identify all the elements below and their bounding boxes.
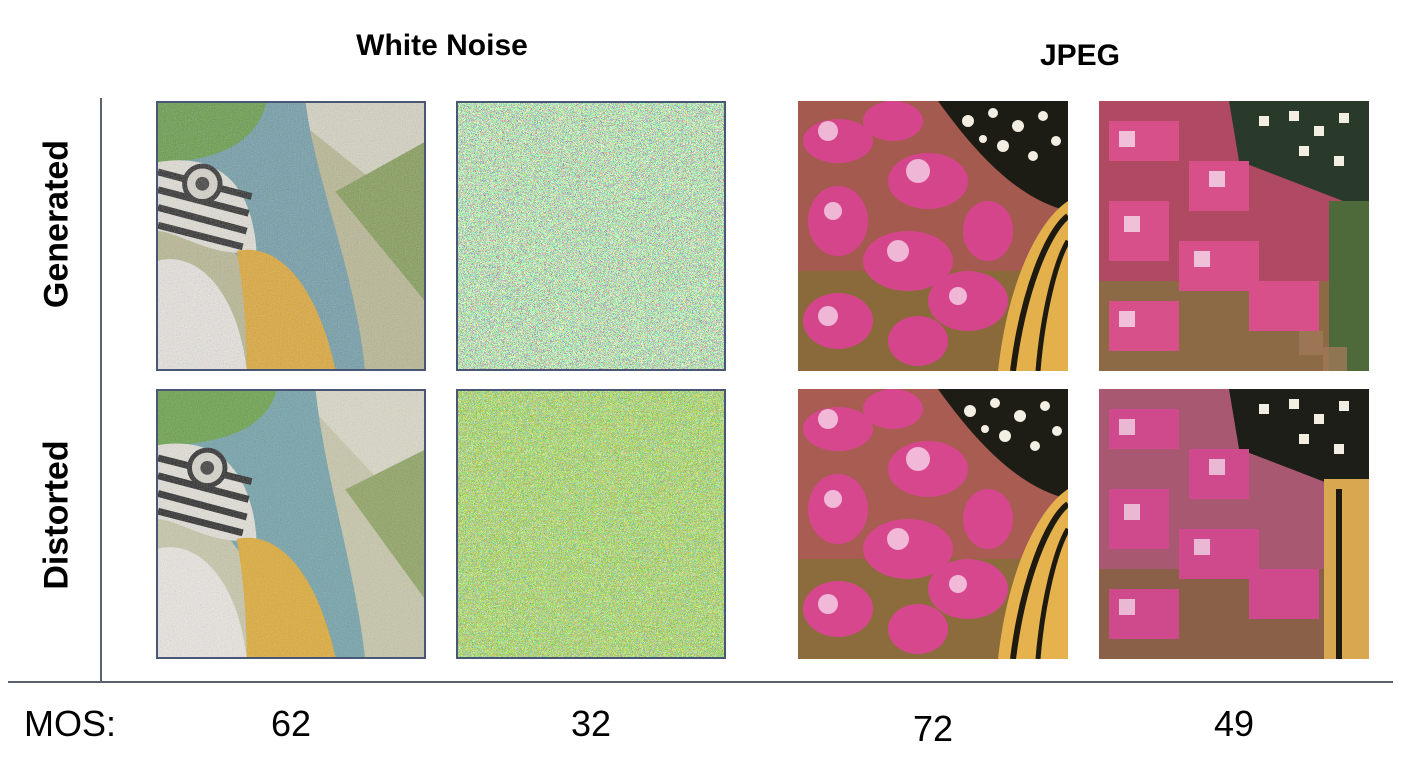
- image-jpeg-heavy-distorted: [1099, 389, 1369, 659]
- mos-value-4: 49: [1213, 703, 1255, 744]
- noise-image: [458, 391, 724, 657]
- butterfly-flowers-image: [798, 101, 1068, 371]
- mos-value-3: 72: [912, 708, 954, 749]
- butterfly-flowers-image: [798, 389, 1068, 659]
- image-heavy-noise-distorted: [456, 389, 726, 659]
- parrot-image: [158, 391, 424, 657]
- parrot-image: [158, 103, 424, 369]
- row-label-distorted: Distorted: [37, 440, 76, 590]
- image-jpeg-heavy-generated: [1099, 101, 1369, 371]
- image-heavy-noise-generated: [456, 101, 726, 371]
- mos-value-1: 62: [270, 703, 312, 744]
- image-jpeg-mild-distorted: [798, 389, 1068, 659]
- image-parrot-noise-distorted: [156, 389, 426, 659]
- mos-value-2: 32: [570, 703, 612, 744]
- column-title-white-noise: White Noise: [356, 29, 528, 62]
- noise-image: [458, 103, 724, 369]
- row-label-generated: Generated: [37, 139, 76, 309]
- image-parrot-noise-generated: [156, 101, 426, 371]
- butterfly-flowers-blocky-image: [1099, 389, 1369, 659]
- horizontal-divider: [8, 681, 1393, 683]
- vertical-divider: [100, 98, 102, 682]
- image-jpeg-mild-generated: [798, 101, 1068, 371]
- butterfly-flowers-blocky-image: [1099, 101, 1369, 371]
- column-title-jpeg: JPEG: [1039, 39, 1121, 72]
- mos-label: MOS:: [24, 703, 117, 744]
